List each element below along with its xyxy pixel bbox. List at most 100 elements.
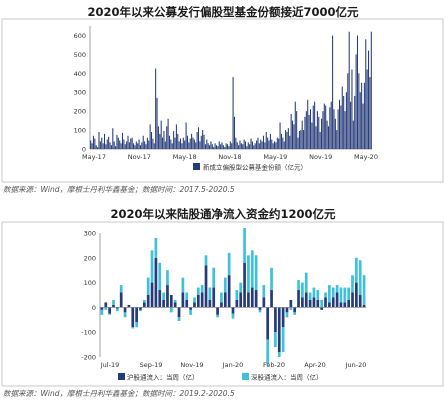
- bar-shenzhen: [119, 285, 123, 293]
- bar: [307, 99, 309, 149]
- y-tick-label: -100: [81, 329, 96, 337]
- bar: [188, 142, 190, 149]
- bar-shanghai: [247, 292, 250, 308]
- bar: [314, 101, 316, 149]
- bar: [260, 139, 262, 149]
- bar-shanghai: [358, 295, 362, 308]
- bar-shenzhen: [104, 307, 108, 310]
- bar: [174, 137, 176, 149]
- bar: [303, 130, 305, 149]
- bar: [127, 135, 129, 149]
- bar: [206, 139, 208, 149]
- bar: [149, 124, 151, 149]
- bar: [301, 120, 303, 149]
- bar-shanghai: [193, 302, 196, 308]
- bar: [280, 133, 282, 149]
- bar-shenzhen: [108, 313, 111, 315]
- bar-shenzhen: [135, 322, 138, 328]
- x-tick-label: Nov-19: [180, 361, 203, 369]
- bar: [133, 143, 135, 149]
- bar-shenzhen: [235, 290, 239, 300]
- bar: [168, 135, 171, 149]
- bar-shenzhen: [343, 287, 347, 303]
- bar-shenzhen: [131, 327, 135, 329]
- fund-issuance-bar-chart: 0 100 200 300 400 500 600 May-17 Nov-17 May-18 Nov…: [1, 18, 444, 183]
- x-tick-label: May-17: [82, 153, 106, 161]
- bar: [148, 140, 150, 149]
- legend-swatch-shenzhen: [242, 373, 249, 380]
- bar-shanghai: [139, 307, 142, 310]
- bar: [160, 120, 162, 149]
- bar: [113, 141, 115, 149]
- bar: [257, 137, 259, 149]
- bar: [173, 131, 175, 149]
- bar: [267, 137, 269, 149]
- bar: [102, 143, 104, 149]
- bar: [181, 143, 183, 149]
- bar: [95, 145, 97, 149]
- bar: [282, 137, 284, 149]
- bar-shanghai: [208, 299, 212, 308]
- bar: [200, 135, 202, 149]
- bar: [211, 144, 213, 149]
- bar-shanghai: [239, 292, 243, 308]
- bar: [308, 114, 310, 149]
- bar: [192, 137, 194, 149]
- bar: [246, 146, 248, 149]
- bar: [186, 135, 188, 149]
- bar: [110, 145, 112, 149]
- bar-shenzhen: [208, 287, 212, 300]
- x-tick-label: Jun-20: [345, 361, 367, 369]
- bar-shenzhen: [200, 285, 204, 293]
- chart1-frame: [1, 18, 444, 183]
- bar-shanghai: [351, 292, 354, 308]
- bar: [153, 143, 155, 149]
- bar: [358, 73, 360, 149]
- bar-shanghai: [328, 302, 331, 308]
- bar-shenzhen: [216, 314, 219, 318]
- bar-shanghai: [115, 307, 119, 309]
- y-tick-label: 200: [74, 108, 86, 116]
- bar: [355, 54, 357, 150]
- bar: [182, 137, 184, 149]
- x-tick-label: Nov-17: [128, 153, 151, 161]
- bar: [298, 131, 300, 149]
- bar-shenzhen: [231, 313, 235, 319]
- bar-shanghai: [270, 290, 273, 308]
- chart2-source: 数据来源：Wind，摩根士丹利华鑫基金；数据时间：2019.2-2020.5: [3, 389, 235, 398]
- bar-shenzhen: [328, 285, 331, 303]
- y-tick-label: 500: [74, 51, 86, 59]
- y-tick-label: 300: [74, 89, 86, 97]
- bar: [276, 137, 278, 149]
- bar: [202, 130, 204, 149]
- bar-shenzhen: [339, 287, 343, 303]
- legend-swatch: [193, 163, 200, 170]
- bar-shenzhen: [193, 297, 196, 303]
- bar-shenzhen: [258, 309, 262, 313]
- bar-shanghai: [231, 307, 235, 314]
- bar: [343, 96, 345, 149]
- bar: [296, 111, 298, 149]
- bar: [92, 135, 94, 149]
- bar-shenzhen: [254, 255, 258, 291]
- bar: [109, 142, 111, 149]
- bar: [204, 144, 206, 149]
- bar-shanghai: [355, 282, 358, 308]
- bar: [215, 145, 218, 149]
- bar-shanghai: [173, 302, 177, 308]
- bar-shanghai: [227, 275, 231, 308]
- bar: [322, 111, 324, 149]
- bar-shanghai: [162, 299, 165, 308]
- bar: [144, 141, 146, 149]
- bar-shenzhen: [212, 267, 216, 288]
- bar: [286, 131, 288, 149]
- bar: [210, 141, 212, 149]
- bar-shanghai: [131, 307, 135, 328]
- bar: [319, 131, 321, 149]
- bar-shanghai: [100, 307, 104, 310]
- bar: [157, 126, 159, 149]
- bar: [311, 122, 313, 149]
- bar: [106, 139, 108, 149]
- chart2-frame: [1, 221, 444, 387]
- bar-shenzhen: [362, 275, 366, 305]
